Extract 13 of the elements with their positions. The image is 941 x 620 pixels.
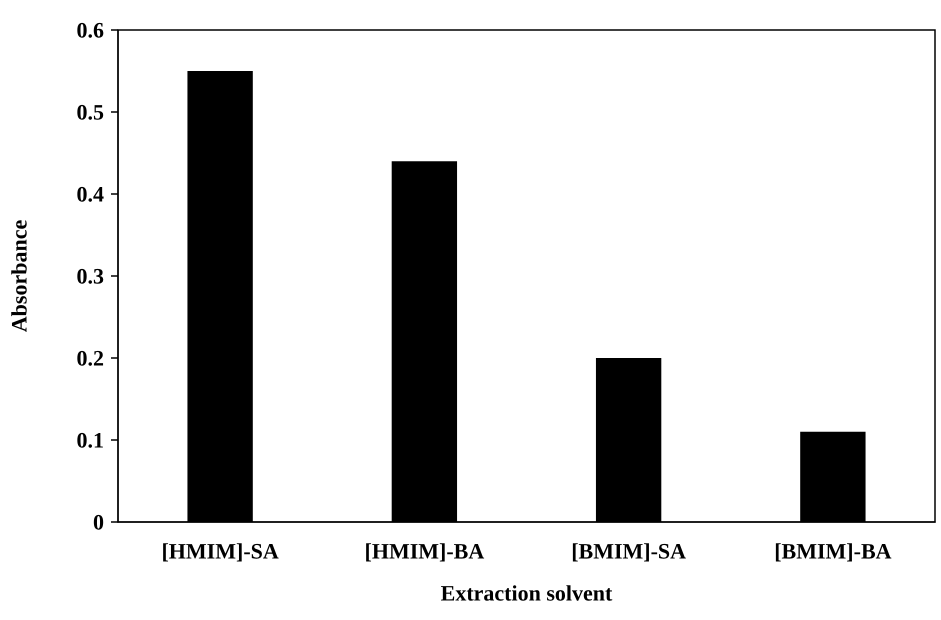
x-tick-label: [BMIM]-SA: [571, 538, 686, 564]
y-tick-label: 0.2: [76, 346, 104, 370]
x-axis-title: Extraction solvent: [440, 580, 614, 606]
y-tick-label: 0.5: [76, 100, 104, 124]
y-tick-label: 0.6: [76, 18, 104, 42]
y-tick-label: 0.1: [76, 428, 104, 452]
y-tick-label: 0: [93, 510, 104, 534]
x-tick-label: [HMIM]-SA: [161, 538, 279, 564]
x-tick-label: [HMIM]-BA: [364, 538, 484, 564]
x-tick-label: [BMIM]-BA: [774, 538, 892, 564]
y-axis-title: Absorbance: [6, 220, 32, 332]
y-tick-label: 0.3: [76, 264, 104, 288]
y-tick-label: 0.4: [76, 182, 104, 206]
